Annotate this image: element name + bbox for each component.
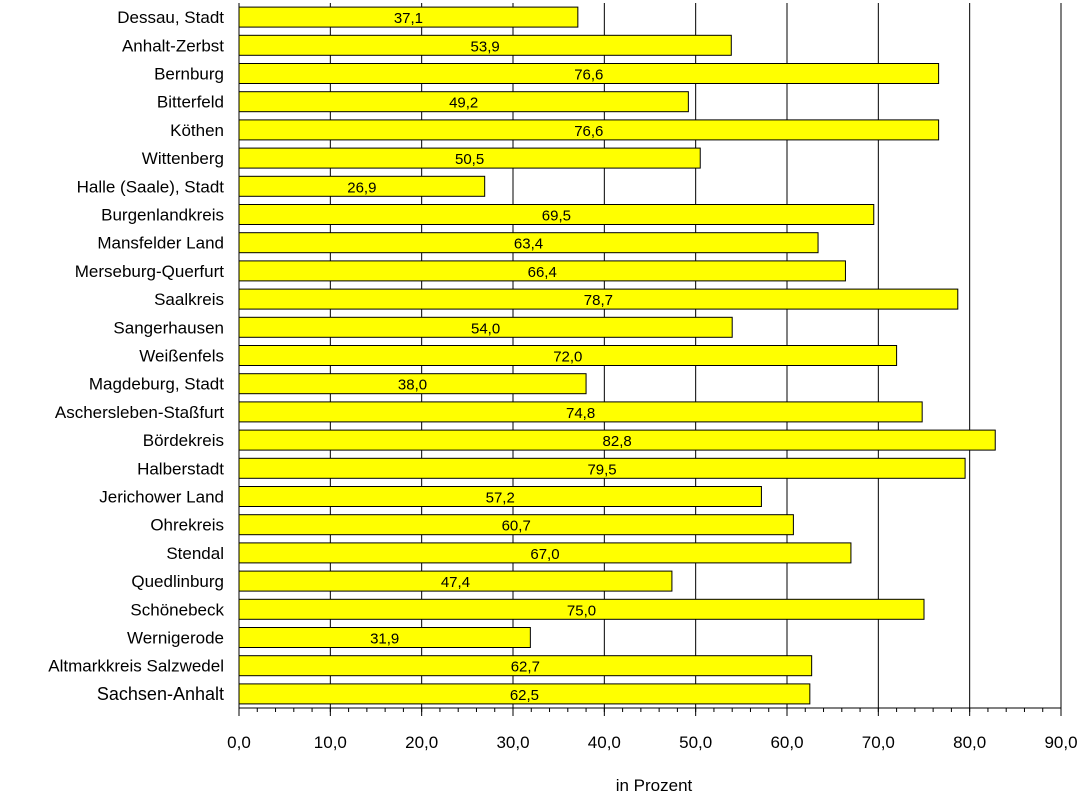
category-label: Dessau, Stadt <box>117 8 224 27</box>
category-label: Quedlinburg <box>131 572 224 591</box>
data-label: 78,7 <box>584 292 613 309</box>
x-tick-label: 80,0 <box>953 733 986 752</box>
category-label: Halberstadt <box>137 459 224 478</box>
data-label: 26,9 <box>347 179 376 196</box>
x-tick-label: 40,0 <box>588 733 621 752</box>
category-label: Saalkreis <box>154 290 224 309</box>
category-label: Bernburg <box>154 65 224 84</box>
category-label-total: Sachsen-Anhalt <box>97 684 224 704</box>
data-label: 67,0 <box>530 546 559 563</box>
data-label: 50,5 <box>455 151 484 168</box>
data-label: 62,5 <box>510 687 539 704</box>
category-label: Merseburg-Querfurt <box>75 262 225 281</box>
data-label: 72,0 <box>553 349 582 366</box>
data-label: 54,0 <box>471 320 500 337</box>
x-tick-label: 90,0 <box>1044 733 1077 752</box>
x-tick-label: 0,0 <box>227 733 251 752</box>
data-label: 63,4 <box>514 236 543 253</box>
x-tick-label: 50,0 <box>679 733 712 752</box>
data-label: 57,2 <box>486 490 515 507</box>
category-label: Wittenberg <box>142 149 224 168</box>
category-label: Bördekreis <box>143 431 224 450</box>
data-label: 69,5 <box>542 208 571 225</box>
x-tick-label: 60,0 <box>770 733 803 752</box>
category-label: Mansfelder Land <box>97 234 224 253</box>
data-label: 76,6 <box>574 123 603 140</box>
category-label: Burgenlandkreis <box>101 206 224 225</box>
category-label: Köthen <box>170 121 224 140</box>
data-label: 76,6 <box>574 67 603 84</box>
category-labels: Dessau, Stadt Anhalt-Zerbst Bernburg Bitter… <box>48 8 224 704</box>
x-tick-label: 10,0 <box>314 733 347 752</box>
data-label: 49,2 <box>449 95 478 112</box>
data-labels: 37,1 53,9 76,6 49,2 76,6 50,5 26,9 69,5 63,4 66,4… <box>347 10 631 704</box>
category-label: Halle (Saale), Stadt <box>77 177 225 196</box>
data-label: 62,7 <box>511 659 540 676</box>
category-label: Anhalt-Zerbst <box>122 36 224 55</box>
x-axis-title: in Prozent <box>616 776 693 795</box>
category-label: Magdeburg, Stadt <box>89 375 224 394</box>
category-label: Altmarkkreis Salzwedel <box>48 657 224 676</box>
bars <box>238 6 996 705</box>
x-tick-label: 30,0 <box>496 733 529 752</box>
data-label: 82,8 <box>603 433 632 450</box>
x-tick-label: 20,0 <box>405 733 438 752</box>
category-label: Sangerhausen <box>113 318 224 337</box>
category-label: Weißenfels <box>139 347 224 366</box>
data-label: 79,5 <box>587 461 616 478</box>
category-label: Wernigerode <box>127 629 224 648</box>
x-axis: 0,0 10,0 20,0 30,0 40,0 50,0 60,0 70,0 80,0 90,0 <box>227 3 1078 752</box>
data-label: 31,9 <box>370 631 399 648</box>
data-label: 60,7 <box>502 518 531 535</box>
category-label: Jerichower Land <box>99 488 224 507</box>
data-label: 53,9 <box>471 38 500 55</box>
category-label: Ohrekreis <box>150 516 224 535</box>
data-label: 47,4 <box>441 574 470 591</box>
category-label: Bitterfeld <box>157 93 224 112</box>
category-label: Schönebeck <box>130 600 224 619</box>
category-label: Aschersleben-Staßfurt <box>55 403 224 422</box>
data-label: 75,0 <box>567 602 596 619</box>
data-label: 38,0 <box>398 377 427 394</box>
data-label: 66,4 <box>528 264 557 281</box>
category-label: Stendal <box>166 544 224 563</box>
x-tick-label: 70,0 <box>862 733 895 752</box>
data-label: 74,8 <box>566 405 595 422</box>
data-label: 37,1 <box>394 10 423 27</box>
